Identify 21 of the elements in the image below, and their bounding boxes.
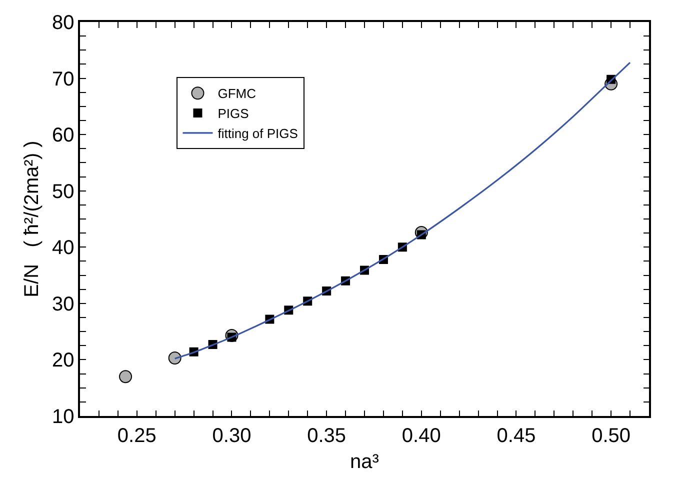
y-tick-label: 50	[52, 180, 74, 203]
x-tick-label: 0.35	[307, 424, 346, 447]
y-tick-label: 80	[52, 12, 74, 34]
y-tick-label: 20	[52, 350, 74, 372]
y-tick-label: 40	[52, 237, 74, 260]
point	[119, 370, 132, 384]
point	[168, 352, 182, 365]
y-axis-title: E/N ( ħ²/(2ma²) )	[21, 140, 43, 298]
x-tick-label: 0.50	[592, 424, 631, 447]
x-tick-label: 0.40	[402, 424, 441, 447]
x-axis-title: na³	[350, 450, 380, 473]
legend-label: PIGS	[218, 106, 250, 122]
x-tick-label: 0.45	[496, 424, 536, 447]
y-tick-label: 60	[52, 124, 74, 147]
legend-label: fitting of PIGS	[218, 126, 298, 141]
x-tick-label: 0.30	[212, 424, 252, 447]
y-tick-label: 30	[52, 293, 74, 316]
y-tick-label: 10	[52, 406, 74, 428]
legend-label: GFMC	[218, 86, 256, 102]
y-tick-label: 70	[52, 68, 74, 90]
x-tick-label: 0.25	[117, 424, 156, 447]
